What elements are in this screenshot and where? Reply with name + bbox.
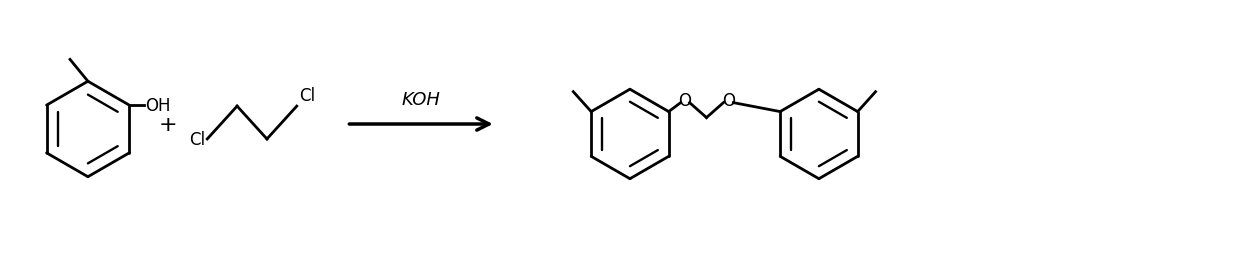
Text: Cl: Cl xyxy=(299,87,315,105)
Text: OH: OH xyxy=(145,97,171,115)
Text: +: + xyxy=(159,115,177,134)
Text: KOH: KOH xyxy=(402,91,440,109)
Text: O: O xyxy=(678,91,691,109)
Text: O: O xyxy=(722,91,735,109)
Text: Cl: Cl xyxy=(190,130,206,148)
